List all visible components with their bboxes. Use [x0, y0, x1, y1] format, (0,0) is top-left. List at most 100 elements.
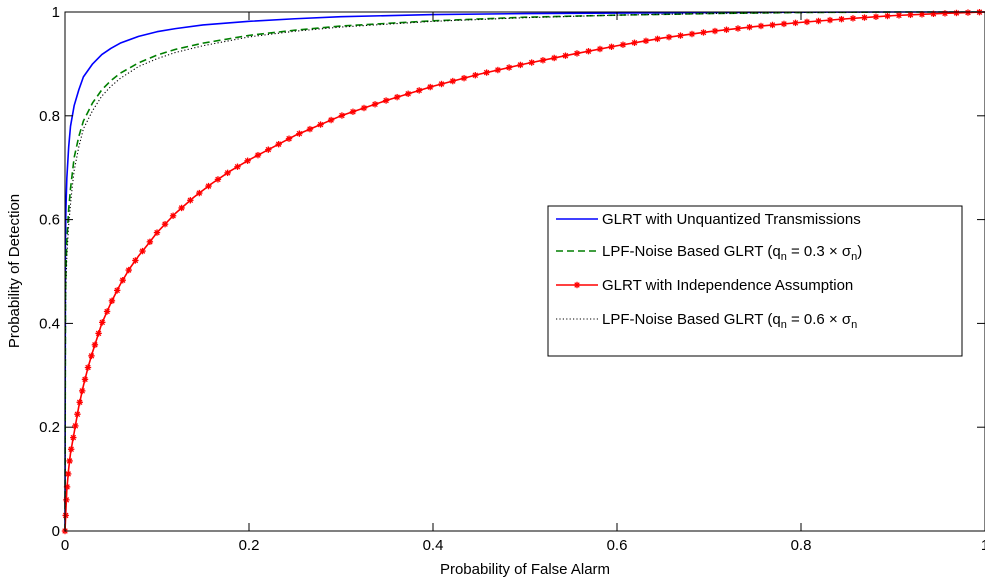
y-tick-label: 1 [52, 4, 60, 21]
series-marker [187, 197, 194, 204]
series-marker [953, 9, 960, 17]
x-tick-label: 0 [61, 537, 69, 554]
series-marker [872, 13, 880, 20]
series-marker [416, 87, 423, 94]
series-marker [964, 9, 972, 16]
series-marker [153, 229, 161, 236]
series-marker [371, 101, 379, 108]
series-marker [74, 411, 81, 418]
series-marker [573, 50, 581, 57]
series-marker [449, 77, 456, 85]
series-marker [861, 14, 868, 21]
legend-label-0: GLRT with Unquantized Transmissions [602, 211, 861, 228]
series-marker [642, 37, 650, 45]
series-marker [254, 151, 262, 159]
x-tick-label: 0.4 [423, 537, 444, 554]
series-marker [327, 116, 335, 124]
y-tick-label: 0.2 [39, 419, 60, 436]
series-marker [79, 387, 86, 395]
tick-layer: 0 0.2 0.4 0.6 0.8 1 0 0.2 0.4 0.6 0.8 1 [39, 4, 985, 554]
series-marker [214, 176, 222, 183]
series-marker [517, 61, 524, 69]
series-marker [483, 69, 490, 76]
series-marker [161, 220, 169, 228]
series-marker [95, 330, 102, 337]
series-marker [178, 204, 185, 212]
x-tick-label: 0.2 [239, 537, 260, 554]
series-marker [769, 21, 776, 29]
x-tick-label: 0.6 [607, 537, 628, 554]
legend-marker [573, 281, 581, 289]
series-marker [438, 80, 445, 88]
series-marker [88, 352, 95, 360]
series-line-3 [64, 11, 985, 532]
legend: GLRT with Unquantized Transmissions LPF-N… [547, 205, 963, 357]
y-tick-label: 0 [52, 523, 60, 540]
series-marker [723, 26, 730, 33]
series-marker [360, 104, 368, 112]
series-marker [427, 83, 434, 91]
series-marker [125, 266, 132, 274]
series-marker [63, 496, 70, 504]
series-marker [884, 12, 891, 20]
series-marker [275, 140, 282, 148]
series-marker [665, 33, 673, 41]
series-marker [746, 23, 753, 31]
series-marker [119, 276, 126, 284]
series-marker [551, 54, 558, 62]
series-marker [654, 35, 661, 43]
series-marker [70, 434, 77, 441]
series-marker [196, 189, 203, 197]
y-tick-label: 0.8 [39, 108, 60, 125]
series-marker [393, 93, 401, 101]
legend-label-1: LPF-Noise Based GLRT (qn = 0.3 × σn) [602, 243, 862, 263]
series-marker [265, 146, 272, 153]
series-line-0 [64, 11, 985, 532]
series-marker [139, 247, 146, 255]
series-marker [84, 364, 92, 371]
series-marker [76, 399, 83, 406]
series-marker [63, 483, 71, 491]
series-marker [244, 157, 251, 164]
series-marker [317, 121, 324, 128]
y-tick-label: 0.6 [39, 212, 60, 229]
series-marker [338, 112, 346, 119]
series-marker [505, 64, 513, 71]
series-marker [72, 422, 79, 430]
legend-label-3: LPF-Noise Based GLRT (qn = 0.6 × σn [602, 311, 857, 331]
series-marker [826, 16, 834, 24]
series-marker [62, 512, 69, 519]
series-marker [631, 39, 638, 46]
series-marker [472, 72, 479, 79]
series-marker [608, 43, 615, 50]
series-marker [234, 163, 241, 170]
y-axis-label: Probability of Detection [6, 194, 23, 348]
series-marker [146, 238, 154, 246]
series-marker [528, 59, 535, 66]
plot-frame [64, 11, 985, 532]
series-marker [895, 12, 903, 19]
series-marker [169, 212, 177, 219]
series-marker [815, 17, 822, 25]
series-marker [296, 130, 303, 137]
series-marker [734, 25, 742, 32]
series-marker [539, 57, 547, 64]
series-marker [224, 169, 231, 177]
series-marker [65, 470, 72, 478]
series-marker [711, 27, 719, 35]
series-marker [66, 457, 73, 465]
series-marker [596, 45, 604, 53]
series-marker [700, 29, 707, 36]
legend-label-2: GLRT with Independence Assumption [602, 277, 853, 294]
series-marker [132, 257, 139, 264]
series-marker [757, 22, 765, 30]
series-marker [838, 15, 845, 23]
series-marker [849, 15, 857, 22]
series-marker [285, 135, 293, 142]
series-marker [306, 125, 314, 133]
series-marker [677, 32, 684, 39]
series-marker [803, 18, 811, 26]
series-marker [792, 19, 799, 27]
series-marker [460, 74, 468, 82]
series-marker [99, 319, 106, 326]
